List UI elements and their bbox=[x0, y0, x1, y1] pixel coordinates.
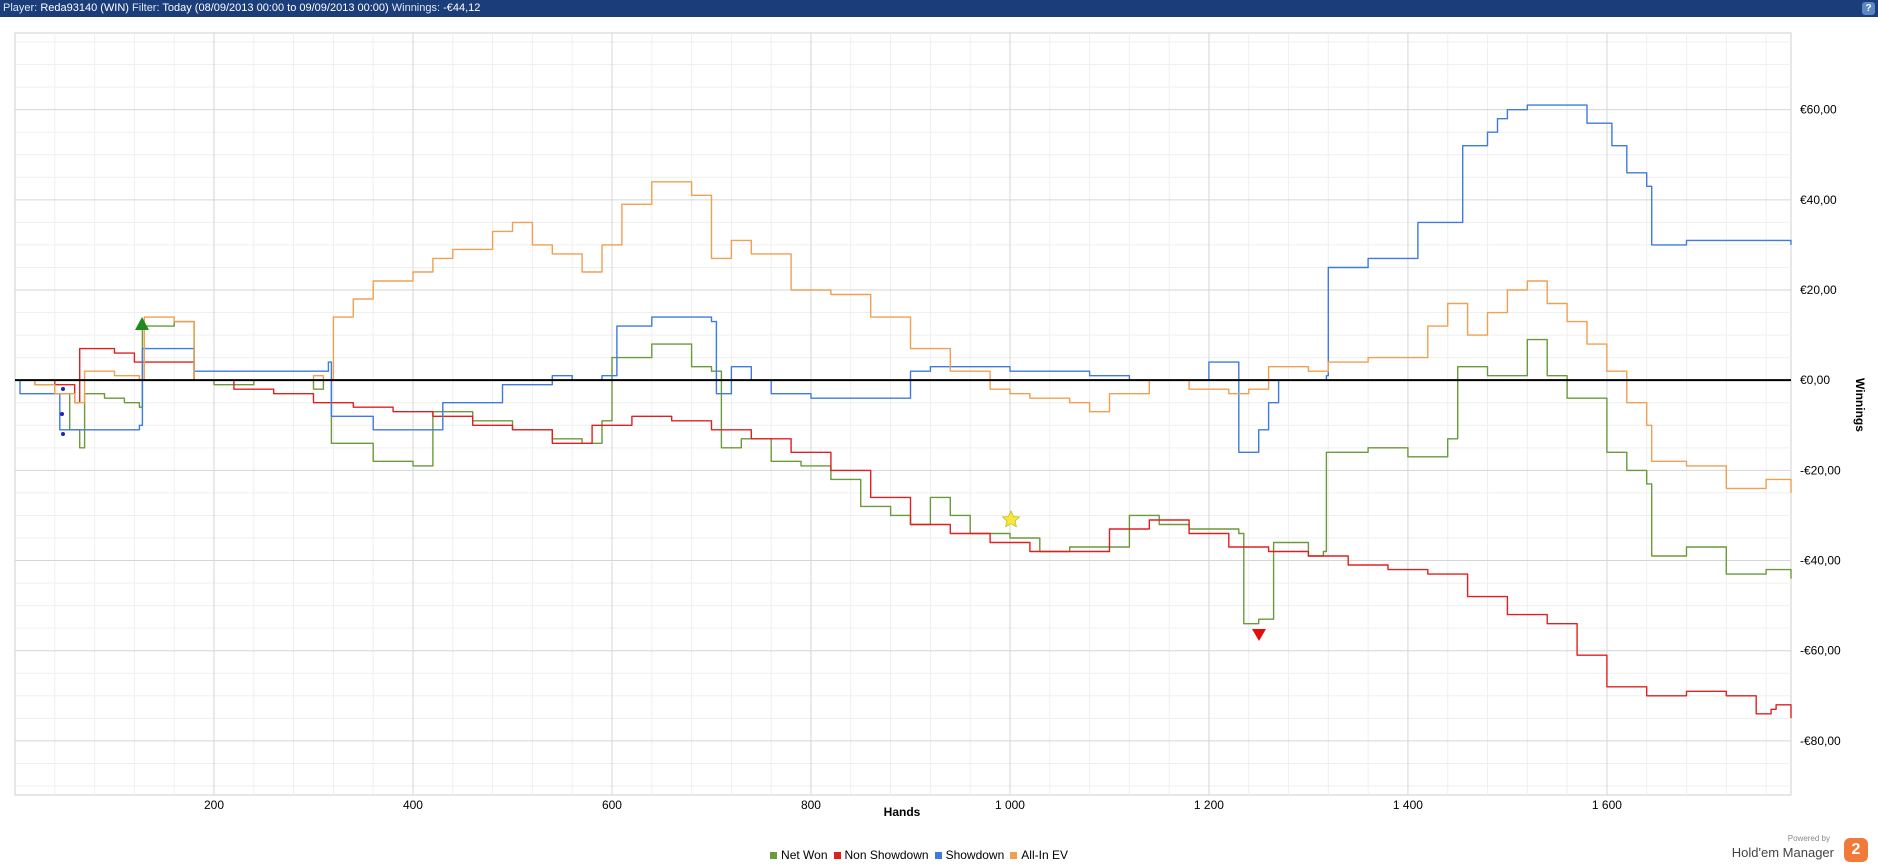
y-axis-title: Winnings bbox=[1853, 378, 1867, 432]
y-tick-label: -€60,00 bbox=[1800, 644, 1841, 658]
x-tick-label: 1 000 bbox=[995, 798, 1025, 812]
y-tick-label: -€80,00 bbox=[1800, 734, 1841, 748]
y-tick-label: €60,00 bbox=[1800, 103, 1837, 117]
legend-swatch bbox=[1010, 852, 1018, 859]
winnings-value: -€44,12 bbox=[443, 2, 481, 14]
y-tick-label: €40,00 bbox=[1800, 193, 1837, 207]
legend: Net Won Non Showdown Showdown All-In EV bbox=[0, 848, 1838, 862]
x-tick-label: 1 400 bbox=[1393, 798, 1423, 812]
winnings-chart: 200 400 600 800 1 000 1 200 1 400 1 600 €60,00€… bbox=[14, 32, 1867, 819]
markers bbox=[60, 317, 1266, 641]
filter-label: Filter: bbox=[132, 2, 160, 14]
star-marker-icon bbox=[1001, 510, 1021, 528]
legend-label: Non Showdown bbox=[844, 848, 929, 862]
x-tick-label: 1 200 bbox=[1194, 798, 1224, 812]
point-marker-icon bbox=[60, 412, 64, 416]
series-line-non-showdown bbox=[15, 347, 1792, 719]
player-label: Player: bbox=[3, 2, 38, 14]
legend-label: Showdown bbox=[945, 848, 1005, 862]
series-line-showdown bbox=[15, 104, 1792, 453]
player-value: Reda93140 (WIN) bbox=[40, 2, 129, 14]
major-grid bbox=[15, 33, 1791, 795]
y-tick-label: €20,00 bbox=[1800, 283, 1837, 297]
y-axis-ticks: €60,00 €40,00 €20,00 €0,00 -€20,00 -€40,00 -€6… bbox=[1800, 103, 1841, 748]
max-loss-marker-icon bbox=[1252, 629, 1266, 641]
x-axis-title: Hands bbox=[884, 805, 921, 819]
x-tick-label: 400 bbox=[403, 798, 423, 812]
brand-name: Hold'em Manager bbox=[1731, 845, 1834, 860]
legend-item[interactable]: Net Won bbox=[770, 848, 828, 862]
x-tick-label: 1 600 bbox=[1592, 798, 1622, 812]
filter-bar: Player: Reda93140 (WIN) Filter: Today (0… bbox=[0, 0, 1878, 17]
legend-swatch bbox=[934, 852, 942, 859]
legend-swatch bbox=[770, 852, 778, 859]
hm2-logo-icon: 2 bbox=[1844, 838, 1868, 862]
series-line-all-in-ev bbox=[15, 181, 1792, 493]
powered-by-text: Powered by bbox=[1787, 834, 1830, 843]
legend-item[interactable]: Non Showdown bbox=[833, 848, 929, 862]
brand: Powered by Hold'em Manager 2 bbox=[1728, 834, 1868, 862]
legend-label: Net Won bbox=[781, 848, 828, 862]
legend-item[interactable]: All-In EV bbox=[1010, 848, 1068, 862]
x-tick-label: 600 bbox=[602, 798, 622, 812]
minor-grid bbox=[15, 33, 1791, 795]
y-tick-label: €0,00 bbox=[1800, 373, 1830, 387]
max-win-marker-icon bbox=[135, 317, 149, 330]
winnings-label: Winnings: bbox=[391, 2, 441, 14]
legend-item[interactable]: Showdown bbox=[934, 848, 1005, 862]
plot-area bbox=[14, 32, 1792, 796]
point-marker-icon bbox=[61, 432, 65, 436]
y-tick-label: -€20,00 bbox=[1800, 463, 1841, 477]
legend-label: All-In EV bbox=[1021, 848, 1068, 862]
y-tick-label: -€40,00 bbox=[1800, 554, 1841, 568]
legend-swatch bbox=[833, 852, 841, 859]
x-tick-label: 800 bbox=[801, 798, 821, 812]
filter-value: Today (08/09/2013 00:00 to 09/09/2013 00… bbox=[162, 2, 389, 14]
x-tick-label: 200 bbox=[204, 798, 224, 812]
point-marker-icon bbox=[61, 387, 65, 391]
help-button[interactable]: ? bbox=[1862, 2, 1875, 15]
x-axis-ticks: 200 400 600 800 1 000 1 200 1 400 1 600 bbox=[204, 798, 1622, 812]
